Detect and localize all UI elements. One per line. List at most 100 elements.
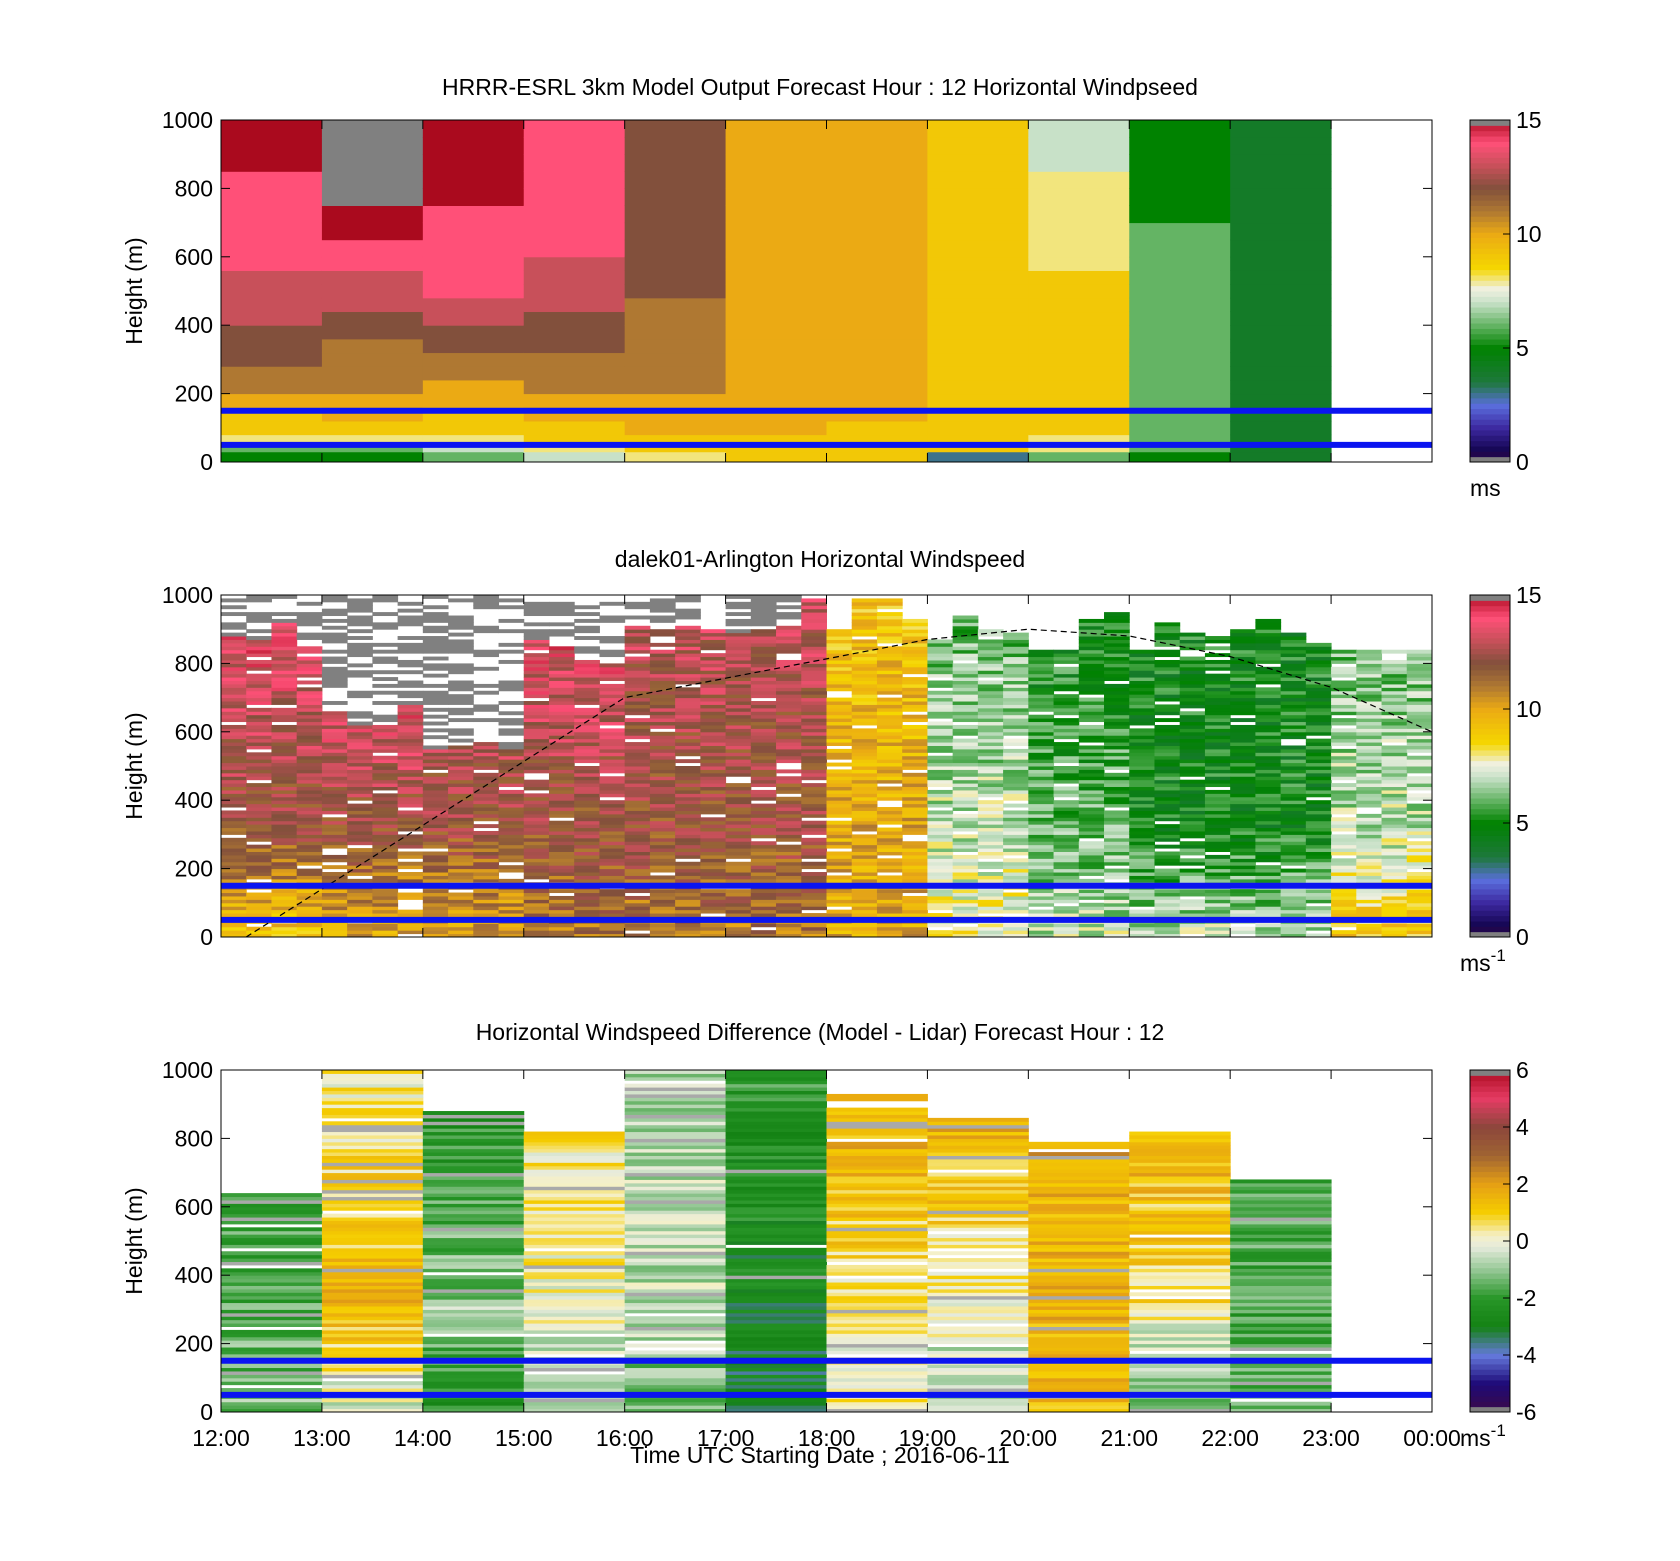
heatmap-cell [523,745,550,750]
heatmap-cell [523,636,550,640]
heatmap-cell [725,742,752,746]
heatmap-cell [523,601,550,606]
colorbar-swatch [1470,146,1510,153]
heatmap-cell [221,745,247,750]
heatmap-cell [649,745,676,750]
heatmap-cell [1280,670,1307,675]
heatmap-cell [296,663,323,668]
heatmap-cell [776,865,802,870]
heatmap-cell [1331,834,1357,839]
heatmap-cell [700,738,727,743]
heatmap-cell [1028,366,1130,381]
heatmap-cell [523,1401,626,1406]
heatmap-cell [347,608,373,613]
heatmap-cell [977,848,1004,852]
heatmap-cell [750,711,777,716]
heatmap-cell [321,451,424,463]
colorbar-swatch [1470,872,1510,879]
heatmap-cell [776,704,802,709]
heatmap-cell [321,1076,424,1081]
heatmap-cell [826,930,853,935]
heatmap-cell [1129,848,1155,852]
heatmap-cell [876,615,903,620]
heatmap-cell [321,420,424,436]
heatmap-cell [977,933,1004,938]
heatmap-cell [725,1370,827,1375]
heatmap-cell [649,848,676,852]
heatmap-cell [1053,752,1080,757]
heatmap-cell [1154,803,1181,808]
heatmap-cell [448,817,474,822]
heatmap-cell [221,1316,323,1321]
colorbar-swatch [1470,387,1510,394]
heatmap-cell [902,807,928,811]
heatmap-cell [1129,366,1231,381]
heatmap-cell [246,789,272,794]
heatmap-cell [574,738,600,743]
heatmap-cell [599,711,626,716]
heatmap-cell [574,748,600,753]
heatmap-cell [599,909,626,914]
heatmap-cell [548,834,575,839]
heatmap-cell [246,854,272,859]
heatmap-cell [523,663,550,668]
heatmap-cell [523,800,550,805]
heatmap-cell [776,687,802,692]
heatmap-cell [1381,913,1408,917]
heatmap-cell [1003,677,1029,681]
heatmap-cell [246,618,272,623]
heatmap-cell [1078,759,1105,764]
heatmap-cell [1003,848,1029,852]
heatmap-cell [1078,779,1105,784]
heatmap-cell [902,646,928,651]
heatmap-cell [574,923,600,928]
heatmap-cell [523,827,550,832]
heatmap-cell [977,670,1004,675]
heatmap-cell [271,830,298,835]
heatmap-cell [1381,752,1408,757]
heatmap-cell [1305,663,1332,668]
heatmap-cell [271,892,298,897]
heatmap-cell [1154,632,1181,637]
heatmap-cell [599,752,626,757]
heatmap-cell [826,899,853,904]
heatmap-cell [1356,875,1383,880]
heatmap-cell [296,769,323,774]
heatmap-cell [700,748,727,753]
heatmap-cell [574,659,600,664]
heatmap-cell [548,779,575,784]
heatmap-cell [321,618,348,623]
heatmap-cell [347,786,373,791]
heatmap-cell [725,270,827,285]
heatmap-cell [977,659,1004,664]
heatmap-cell [1154,653,1181,658]
heatmap-cell [700,789,727,794]
heatmap-cell [599,766,626,770]
heatmap-cell [1381,762,1408,767]
heatmap-cell [448,923,474,928]
heatmap-cell [448,670,474,675]
heatmap-cell [1053,878,1080,883]
heatmap-cell [649,868,676,873]
heatmap-cell [952,755,979,760]
heatmap-cell [1028,776,1055,781]
heatmap-cell [977,694,1004,699]
heatmap-cell [448,902,474,907]
colorbar-swatch [1470,824,1510,831]
heatmap-cell [397,841,424,846]
heatmap-cell [221,906,247,911]
heatmap-cell [902,803,928,808]
heatmap-cell [347,772,373,777]
heatmap-cell [1179,878,1206,883]
heatmap-cell [372,854,399,859]
heatmap-cell [448,779,474,784]
heatmap-cell [826,895,853,900]
heatmap-cell [977,701,1004,705]
heatmap-cell [725,1374,827,1379]
heatmap-cell [448,694,474,699]
heatmap-cell [1104,796,1130,801]
heatmap-cell [523,1261,626,1266]
heatmap-cell [1179,824,1206,829]
heatmap-cell [473,892,500,897]
